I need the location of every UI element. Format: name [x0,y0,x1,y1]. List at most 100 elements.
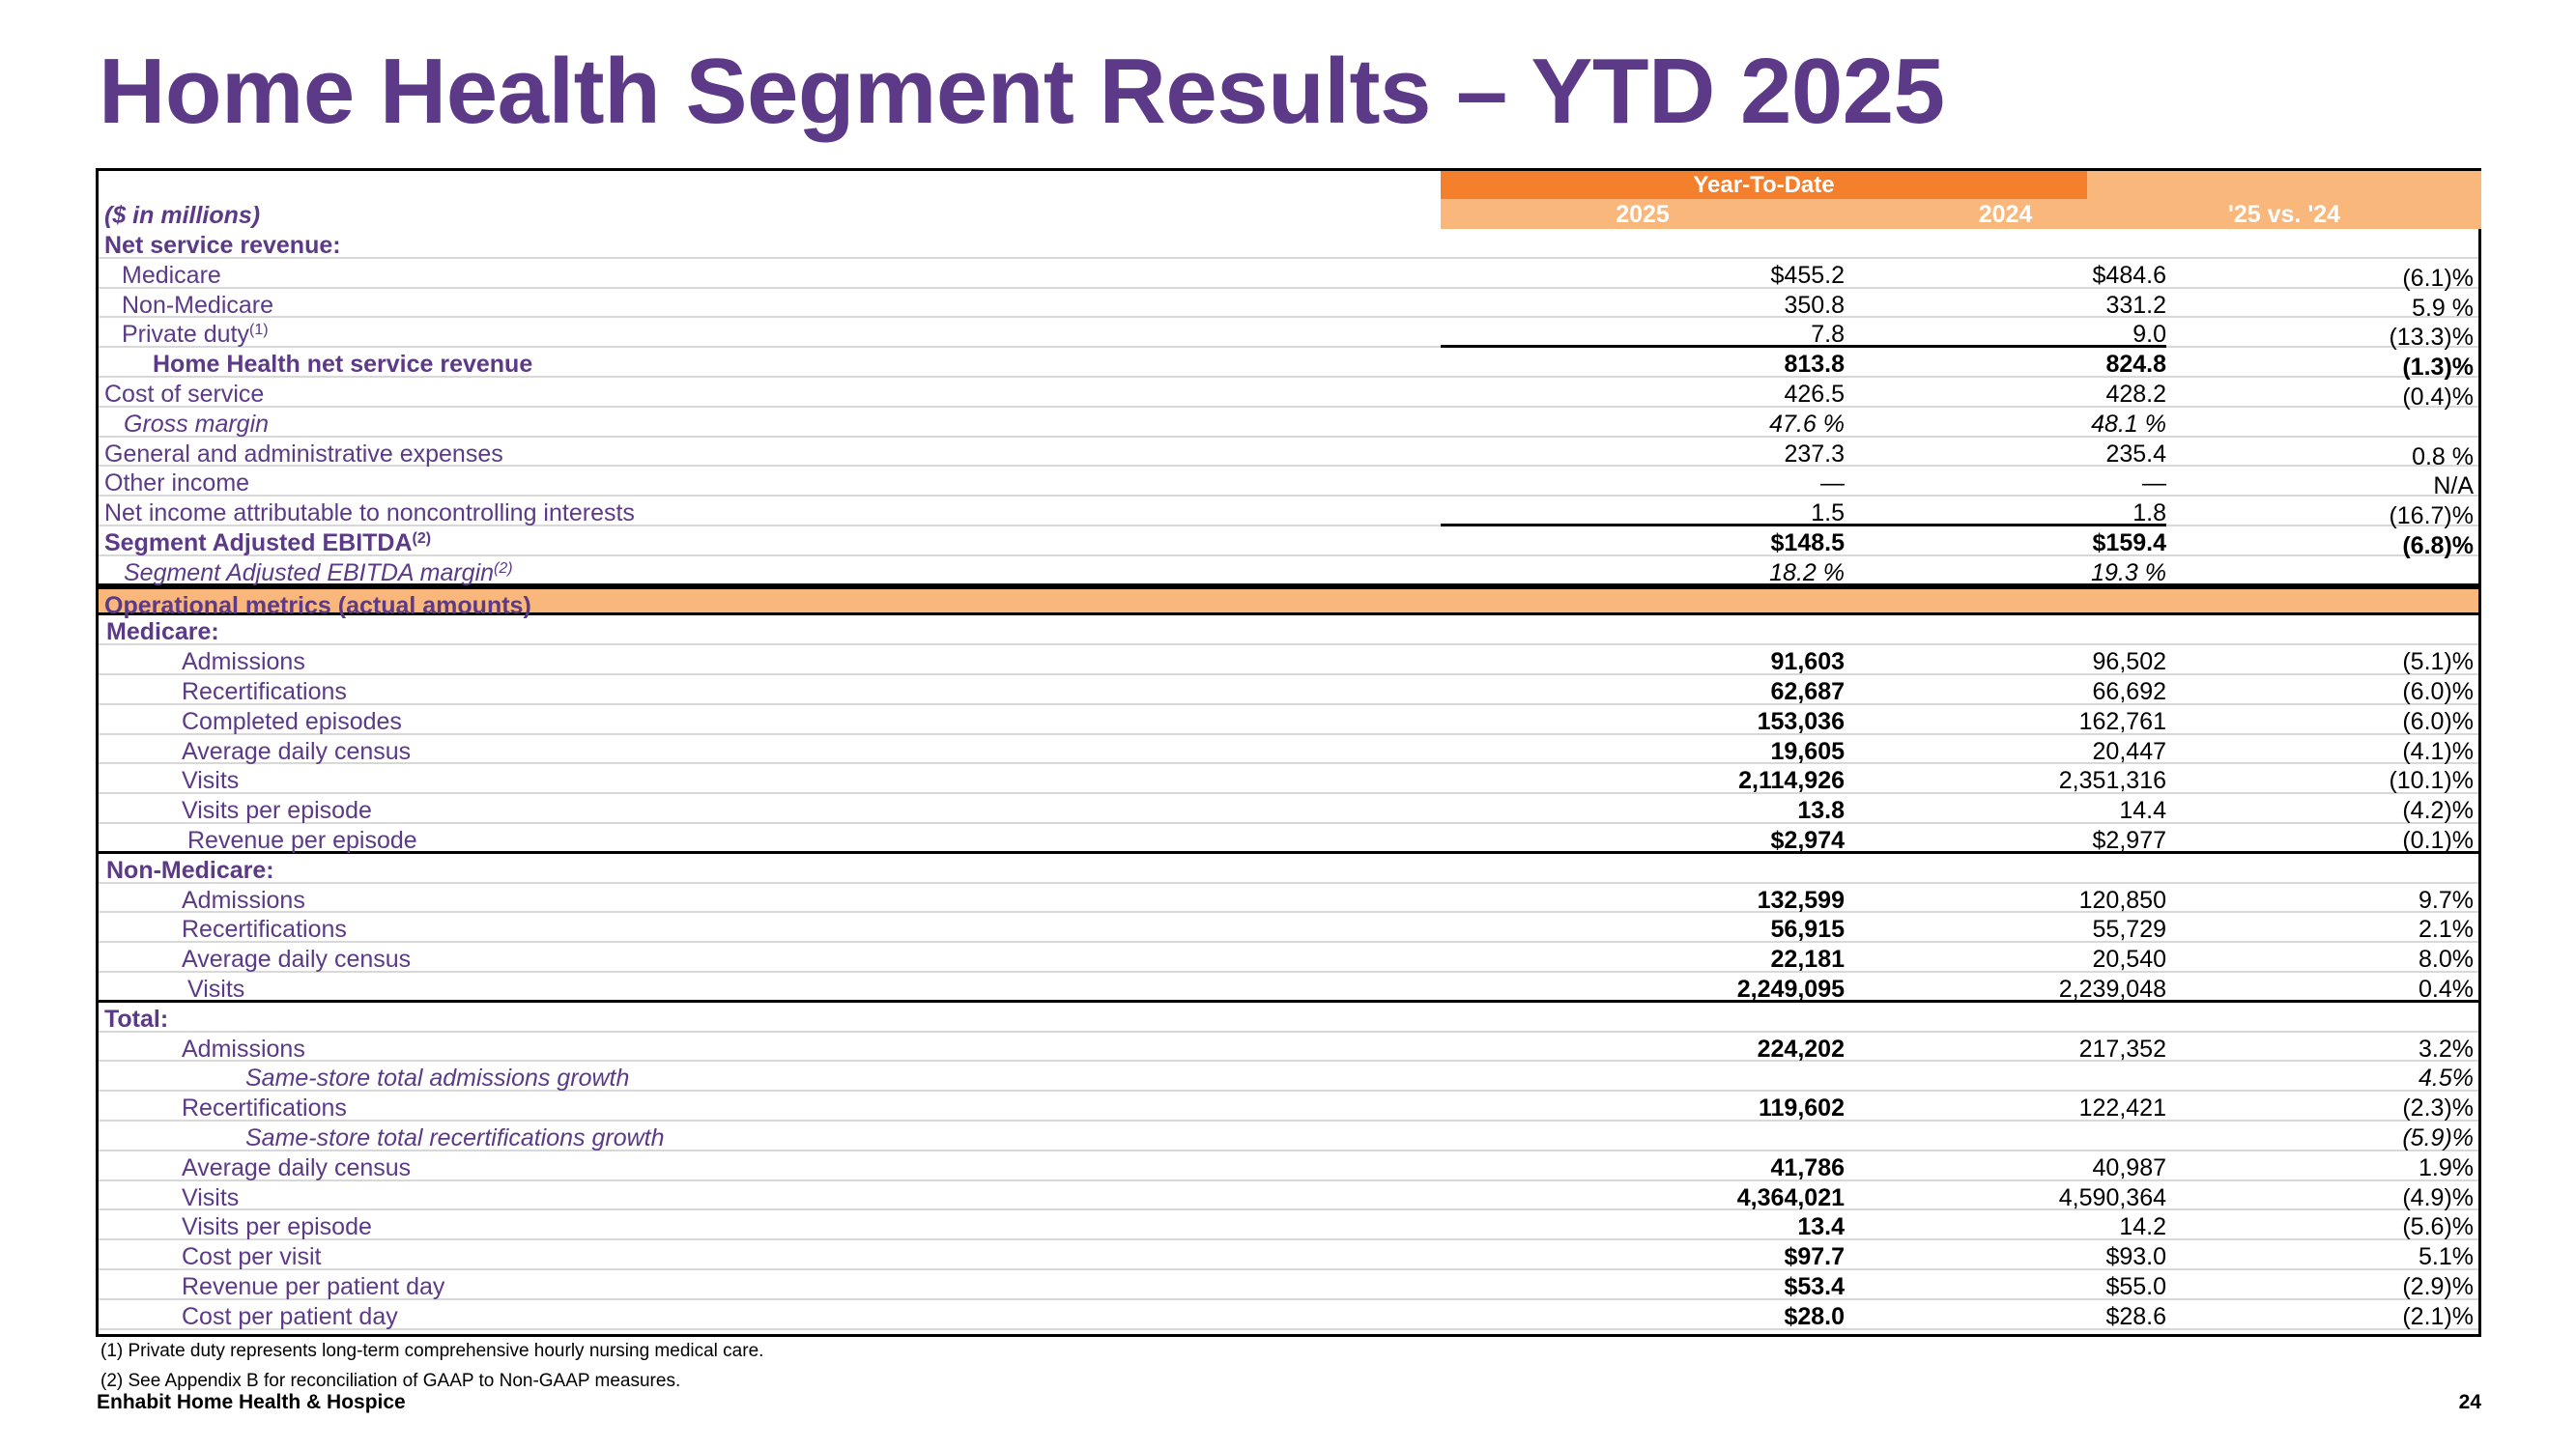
value-2025: 41,786 [1770,1153,1845,1181]
page-title: Home Health Segment Results – YTD 2025 [99,40,1945,143]
row-label: Segment Adjusted EBITDA margin(2) [124,556,513,586]
value-change [2166,589,2474,618]
header-col-change: '25 vs. '24 [2227,201,2341,228]
page-number: 24 [2458,1391,2481,1413]
row-label-text: Private duty [122,321,250,349]
row-label: Visits [187,973,244,1003]
row-label: Visits [182,1181,240,1211]
value-2025: 237.3 [1784,440,1845,468]
value-2024: 2,239,048 [2058,976,2166,1003]
value-2024: $159.4 [2092,529,2166,556]
value-2024: $28.6 [2105,1302,2166,1330]
footnote-ref: (2) [494,559,513,577]
row-label: Revenue per patient day [182,1270,445,1300]
row-label: Total: [104,1003,168,1033]
value-change [2166,408,2474,437]
value-change: 9.7% [2419,886,2474,914]
value-2024: 331.2 [2105,291,2166,319]
row-label: General and administrative expenses [104,438,503,468]
value-2024 [1845,854,2166,883]
value-2024: $484.6 [2092,261,2166,289]
table-row: Recertifications 119,602 122,421 (2.3)% [99,1092,2478,1122]
table-row: Admissions 224,202 217,352 3.2% [99,1033,2478,1063]
row-label-text: Revenue per patient day [182,1273,445,1300]
row-label: Recertifications [182,1092,347,1122]
value-change: 0.8 % [2412,442,2474,470]
row-label-text: Admissions [182,1035,305,1063]
table-row: Other income — — N/A [99,467,2478,499]
value-2024: — [2142,469,2166,497]
value-change: 2.1% [2419,916,2474,944]
value-2024: 20,447 [2092,737,2166,765]
value-2024 [1845,1003,2166,1032]
row-label-text: Average daily census [182,1153,412,1181]
value-2024: 217,352 [2078,1035,2166,1063]
value-2025 [1441,615,1845,644]
table-row: Visits per episode 13.4 14.2 (5.6)% [99,1210,2478,1240]
value-2025: 153,036 [1757,707,1845,735]
table-row: Same-store total admissions growth 4.5% [99,1062,2478,1092]
row-label-text: Net income attributable to noncontrollin… [104,499,635,527]
row-label: Recertifications [182,675,347,705]
row-label-text: Average daily census [182,737,412,765]
value-change: 5.9 % [2412,294,2474,322]
value-2024: 14.4 [2119,797,2166,825]
value-2025: — [1820,469,1845,497]
table-row: Segment Adjusted EBITDA(2) $148.5 $159.4 (6… [99,526,2478,559]
table-row: Cost per visit $97.7 $93.0 5.1% [99,1240,2478,1270]
value-2025 [1441,1062,1845,1091]
value-2024 [1845,229,2166,258]
value-2024 [1845,1062,2166,1091]
row-label-text: Cost of service [104,381,265,408]
row-label-text: Cost per patient day [182,1302,398,1330]
row-label-text: Home Health net service revenue [153,351,533,379]
table-row: Completed episodes 153,036 162,761 (6.0)% [99,705,2478,735]
value-2024: $55.0 [2105,1273,2166,1300]
table-row: Home Health net service revenue 813.8 824.… [99,348,2478,381]
table-row: Same-store total recertifications growth… [99,1122,2478,1151]
value-2024: 120,850 [2078,886,2166,914]
value-2024: 1.8 [2132,499,2166,527]
value-change: (6.1)% [2402,264,2474,292]
value-change [2166,556,2474,585]
row-label-text: Gross margin [124,410,270,438]
table-row: Gross margin 47.6 % 48.1 % [99,408,2478,438]
row-label-text: Operational metrics (actual amounts) [104,591,531,619]
value-change: (2.9)% [2402,1273,2474,1300]
table-row: Recertifications 56,915 55,729 2.1% [99,913,2478,943]
value-2025: $2,974 [1770,827,1845,854]
row-label-text: Recertifications [182,678,347,705]
footnote-2: (2) See Appendix B for reconciliation of… [100,1371,681,1391]
value-2025: 1.5 [1811,499,1845,527]
value-2025: 62,687 [1770,678,1845,705]
value-2024: 66,692 [2092,678,2166,705]
row-label: Non-Medicare: [106,854,274,884]
row-label-text: Segment Adjusted EBITDA margin [124,558,495,586]
value-2024: 9.0 [2132,321,2166,349]
row-label-text: Visits [182,1183,240,1211]
header-units: ($ in millions) [104,202,261,229]
value-2025 [1441,1003,1845,1032]
value-change: 3.2% [2419,1035,2474,1063]
row-label-text: Admissions [182,648,305,676]
value-2025: 91,603 [1770,648,1845,676]
row-label: Cost per patient day [182,1300,398,1330]
value-2025: 2,114,926 [1738,767,1845,795]
value-2025: 13.8 [1797,797,1845,825]
value-2024: 40,987 [2092,1153,2166,1181]
row-label-text: Net service revenue: [104,232,341,259]
row-label: Completed episodes [182,705,402,735]
value-2025: $97.7 [1784,1243,1845,1271]
row-label: Home Health net service revenue [153,348,533,379]
row-label: Cost of service [104,378,265,408]
value-2025 [1441,589,1845,618]
row-label-text: General and administrative expenses [104,440,503,468]
value-2025: $148.5 [1770,529,1845,556]
value-2025 [1441,1122,1845,1151]
row-label-text: Same-store total admissions growth [245,1065,630,1093]
row-label-text: Average daily census [182,946,412,974]
header-period: Year-To-Date [1441,171,2087,199]
results-table: Year-To-Date ($ in millions) 2025 2024 '… [96,168,2481,1337]
row-label-text: Completed episodes [182,707,402,735]
value-change [2166,615,2474,644]
